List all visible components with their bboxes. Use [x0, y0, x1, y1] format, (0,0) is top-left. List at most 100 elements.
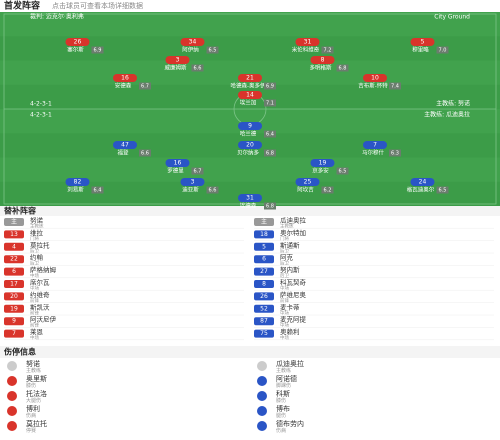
- rating-badge: [264, 202, 276, 210]
- player-badge[interactable]: [238, 91, 262, 99]
- player-badge[interactable]: [295, 38, 320, 46]
- sub-number: 20: [10, 293, 18, 300]
- player-name: 埃德森: [240, 202, 257, 210]
- injury-name: 博布: [276, 404, 290, 413]
- sub-name[interactable]: 斯通斯: [280, 240, 300, 249]
- sub-number: 9: [12, 318, 16, 325]
- sub-name[interactable]: 莫拉托: [30, 240, 50, 249]
- injury-title: 伤停信息: [3, 347, 36, 357]
- sub-number-badge: [254, 304, 274, 313]
- rating-badge: [139, 82, 151, 90]
- injury-reason: 大腿伤: [26, 397, 41, 404]
- rating-badge: [336, 64, 349, 72]
- sub-position: 中场: [280, 309, 289, 316]
- sub-number-badge: [4, 280, 24, 288]
- injury-icon: [7, 361, 17, 371]
- player-number: 24: [419, 179, 427, 186]
- sub-number: 主: [11, 218, 17, 226]
- sub-number-badge: [4, 242, 24, 251]
- player-badge[interactable]: [165, 56, 190, 64]
- sub-name[interactable]: 麦卡蒂: [280, 302, 300, 311]
- player-badge[interactable]: [165, 159, 190, 167]
- sub-name[interactable]: 科瓦契奇: [280, 278, 307, 287]
- injury-icon: [257, 406, 267, 416]
- player-badge[interactable]: [113, 74, 137, 82]
- rating-badge: [264, 130, 276, 138]
- injury-reason: 停赛: [26, 427, 36, 434]
- player-rating: 6.4: [266, 132, 274, 138]
- player-number: 10: [371, 75, 379, 82]
- player-badge[interactable]: [410, 38, 435, 46]
- player-rating: 6.7: [194, 169, 202, 175]
- player-number: 14: [246, 92, 254, 99]
- sub-position: 门将: [30, 235, 39, 242]
- player-badge[interactable]: [180, 38, 205, 46]
- player-badge[interactable]: [238, 141, 262, 149]
- sub-name[interactable]: 阿沃尼伊: [30, 315, 57, 324]
- player-number: 3: [191, 179, 195, 186]
- player-badge[interactable]: [238, 74, 262, 82]
- sub-number: 8: [262, 281, 266, 288]
- player-badge[interactable]: [310, 56, 335, 64]
- player-badge[interactable]: [238, 122, 262, 130]
- player-name: 贝尔纳多: [237, 149, 260, 157]
- sub-name[interactable]: 麦克阿提: [280, 315, 307, 324]
- sub-name[interactable]: 席尔瓦: [30, 278, 50, 287]
- sub-name[interactable]: 约维奇: [30, 290, 50, 299]
- sub-number: 19: [10, 305, 18, 312]
- sub-position: 主教练: [280, 223, 294, 230]
- injury-icon: [257, 361, 267, 371]
- player-number: 34: [189, 39, 197, 46]
- sub-name[interactable]: 萨格纳姆: [30, 265, 57, 274]
- sub-name[interactable]: 阿克: [280, 253, 294, 262]
- sub-number: 75: [260, 330, 268, 337]
- player-badge[interactable]: [295, 178, 320, 186]
- rating-badge: [321, 46, 334, 54]
- sub-number-badge: [4, 317, 24, 326]
- player-badge[interactable]: [113, 141, 137, 149]
- player-badge[interactable]: [65, 38, 90, 46]
- sub-position: 前锋: [30, 322, 39, 329]
- sub-position: 门将: [280, 235, 289, 242]
- sub-number-badge: [254, 267, 274, 276]
- rating-badge: [389, 82, 401, 90]
- sub-name[interactable]: 奥赖利: [280, 327, 300, 336]
- player-number: 7: [373, 142, 377, 149]
- player-name: 罗德里: [167, 167, 184, 175]
- sub-number: 27: [260, 268, 268, 275]
- rating-badge: [264, 99, 276, 107]
- player-name: 京多安: [312, 167, 329, 175]
- player-badge[interactable]: [65, 178, 90, 186]
- sub-number-badge: [254, 218, 274, 226]
- sub-name[interactable]: 斯凯沃: [30, 302, 50, 311]
- sub-name[interactable]: 努诺: [30, 216, 44, 225]
- sub-name[interactable]: 约翰: [30, 253, 44, 262]
- sub-number-badge: [4, 304, 24, 313]
- injury-name: 德布劳内: [276, 419, 304, 428]
- sub-name[interactable]: 莱恩: [30, 327, 44, 336]
- injury-name: 阿诺德: [276, 374, 297, 383]
- player-rating: 7.4: [391, 84, 399, 90]
- subtitle: 点击球员可查看本场详细数据: [52, 1, 143, 10]
- pitch-stripe: [0, 12, 500, 37]
- sub-name[interactable]: 努内斯: [280, 265, 300, 274]
- player-rating: 6.5: [439, 188, 447, 194]
- injury-icon: [257, 391, 267, 401]
- player-badge[interactable]: [363, 141, 387, 149]
- sub-number-badge: [254, 242, 274, 251]
- player-badge[interactable]: [363, 74, 387, 82]
- player-name: 福登: [117, 149, 129, 157]
- player-badge[interactable]: [180, 178, 205, 186]
- sub-number-badge: [4, 255, 24, 264]
- player-number: 20: [246, 142, 254, 149]
- sub-position: 中场: [280, 334, 289, 341]
- sub-name[interactable]: 瓜迪奥拉: [280, 216, 307, 225]
- player-badge[interactable]: [238, 194, 262, 202]
- player-badge[interactable]: [310, 159, 335, 167]
- player-badge[interactable]: [410, 178, 435, 186]
- sub-name[interactable]: 萨维尼奥: [280, 290, 307, 299]
- sub-position: 前锋: [30, 297, 39, 304]
- player-name: 穆里略: [412, 46, 429, 54]
- sub-name[interactable]: 奥尔特加: [280, 228, 306, 237]
- sub-name[interactable]: 维拉: [30, 228, 44, 237]
